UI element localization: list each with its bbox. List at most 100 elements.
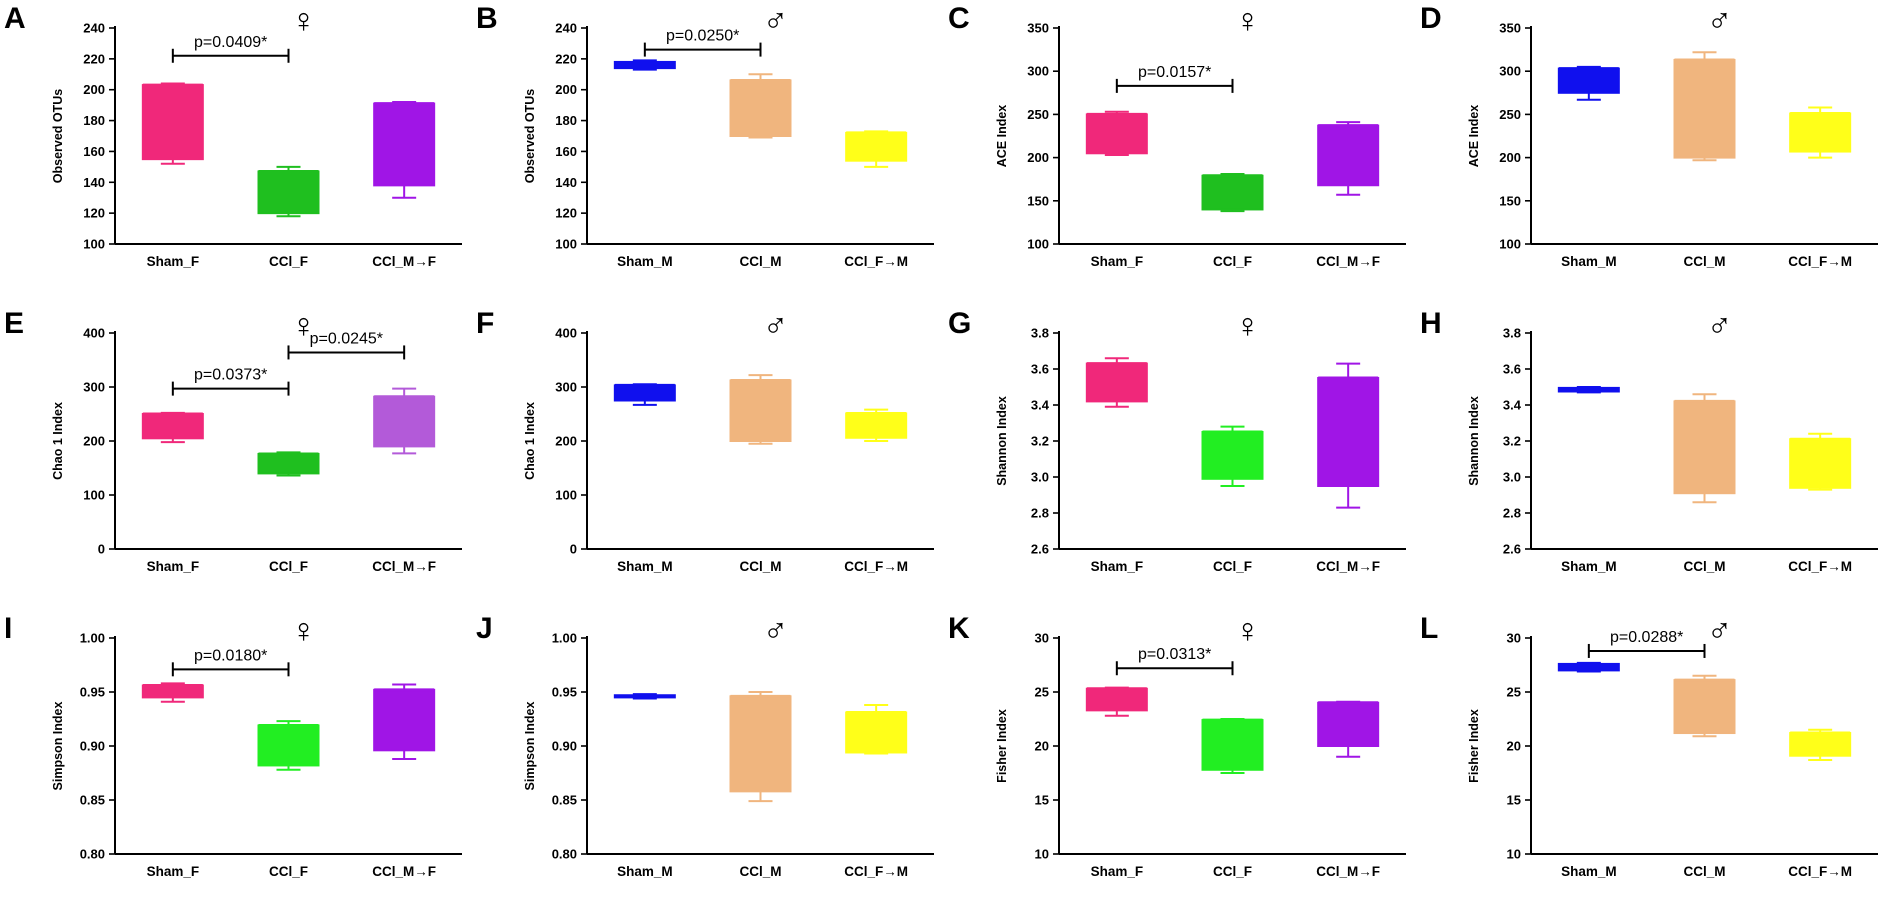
y-tick-label: 240 [83,21,105,36]
x-tick-label: Sham_F [1091,864,1144,879]
iqr-box [613,384,676,402]
iqr-box [257,452,320,475]
box-1 [141,82,204,165]
x-tick-label: CCl_F [269,864,308,879]
y-tick-label: 220 [83,51,105,66]
x-tick-label: CCl_F [1213,864,1252,879]
x-tick-label: Sham_M [1561,254,1617,269]
iqr-box [1085,113,1148,155]
iqr-box [1201,719,1264,771]
x-tick-label: CCl_M [739,254,781,269]
box-plot: 100 120 140 160 180 200 220 240 Observed OTUs Sha… [523,2,934,269]
y-tick-label: 140 [83,175,105,190]
y-tick-label: 350 [1027,21,1049,36]
box-2 [257,165,320,218]
panel-label: B [476,2,498,35]
box-2 [1673,51,1736,162]
y-tick-label: 150 [1027,193,1049,208]
panel-label: E [4,307,25,340]
iqr-box [729,695,792,793]
y-tick-label: 3.0 [1503,470,1521,485]
box-2 [1201,173,1264,213]
y-tick-label: 15 [1507,793,1521,808]
x-tick-label: CCl_M [1683,864,1725,879]
p-value-label: p=0.0245* [310,330,383,347]
panel-l: L 10 15 20 25 30 Fisher Index Sham_M CCl_M CCl_F→… [1416,610,1888,915]
y-tick-label: 0.95 [80,685,105,700]
y-tick-label: 25 [1507,685,1521,700]
box-3 [845,130,908,168]
iqr-box [1317,124,1380,187]
y-tick-label: 2.8 [1031,506,1049,521]
y-tick-label: 0.85 [80,793,105,808]
panel-label: I [4,612,13,645]
sex-symbol: ♀ [1235,2,1261,40]
y-tick-label: 1.00 [80,631,105,646]
box-3 [373,387,436,455]
x-tick-label: CCl_M [739,559,781,574]
iqr-box [845,131,908,162]
sex-symbol: ♂ [763,612,789,650]
iqr-box [1673,679,1736,735]
iqr-box [1317,377,1380,487]
box-3 [1317,700,1380,758]
iqr-box [1085,687,1148,712]
x-tick-label: CCl_F→M [844,864,908,879]
y-tick-label: 3.2 [1031,434,1049,449]
p-value-label: p=0.0409* [194,34,267,51]
y-axis-label: ACE Index [995,105,1009,168]
y-tick-label: 300 [555,380,577,395]
panel-c: C 100 150 200 250 300 350 ACE Index Sham_F CCl_F C… [944,0,1416,305]
y-tick-label: 3.8 [1031,326,1049,341]
x-tick-label: CCl_M→F [1316,254,1380,269]
panel-a: A 100 120 140 160 180 200 220 240 Observed OTUs Sh… [0,0,472,305]
y-axis-label: Shannon Index [1467,396,1481,486]
y-tick-label: 200 [1027,150,1049,165]
x-tick-label: Sham_M [617,254,673,269]
box-plot: 2.6 2.8 3.0 3.2 3.4 3.6 3.8 Shannon Index Sham_M… [1467,307,1878,574]
x-tick-label: Sham_M [617,864,673,879]
box-plot: 10 15 20 25 30 Fisher Index Sham_M CCl_M CCl_F→M… [1467,612,1878,879]
y-tick-label: 2.8 [1503,506,1521,521]
panel-label: F [476,307,495,340]
y-axis-label: Simpson Index [51,702,65,791]
p-value-label: p=0.0180* [194,647,267,664]
y-tick-label: 250 [1499,107,1521,122]
y-tick-label: 10 [1035,847,1049,862]
y-tick-label: 3.8 [1503,326,1521,341]
y-tick-label: 150 [1499,193,1521,208]
x-tick-label: CCl_F→M [844,254,908,269]
sex-symbol: ♂ [1707,612,1733,650]
y-tick-label: 140 [555,175,577,190]
box-2 [257,451,320,477]
y-tick-label: 3.4 [1031,398,1050,413]
y-tick-label: 3.6 [1503,362,1521,377]
box-3 [1789,106,1852,159]
y-tick-label: 120 [83,206,105,221]
y-tick-label: 180 [555,113,577,128]
iqr-box [373,102,436,187]
box-2 [1673,393,1736,504]
x-tick-label: CCl_M [1683,254,1725,269]
p-value-label: p=0.0157* [1138,64,1211,81]
y-tick-label: 300 [1027,64,1049,79]
box-3 [845,703,908,755]
y-tick-label: 100 [83,488,105,503]
iqr-box [1789,112,1852,153]
panel-h: H 2.6 2.8 3.0 3.2 3.4 3.6 3.8 Shannon Index Sham_… [1416,305,1888,610]
iqr-box [1557,67,1620,94]
x-tick-label: Sham_M [1561,864,1617,879]
panel-label: J [476,612,493,645]
box-2 [729,73,792,139]
y-tick-label: 400 [555,326,577,341]
x-tick-label: CCl_M→F [1316,559,1380,574]
y-tick-label: 200 [1499,150,1521,165]
y-tick-label: 160 [83,144,105,159]
y-tick-label: 30 [1035,631,1049,646]
box-plot: 0.80 0.85 0.90 0.95 1.00 Simpson Index Sham_M C… [523,612,934,879]
y-tick-label: 350 [1499,21,1521,36]
box-1 [613,59,676,71]
iqr-box [373,688,436,752]
y-tick-label: 0.85 [552,793,577,808]
